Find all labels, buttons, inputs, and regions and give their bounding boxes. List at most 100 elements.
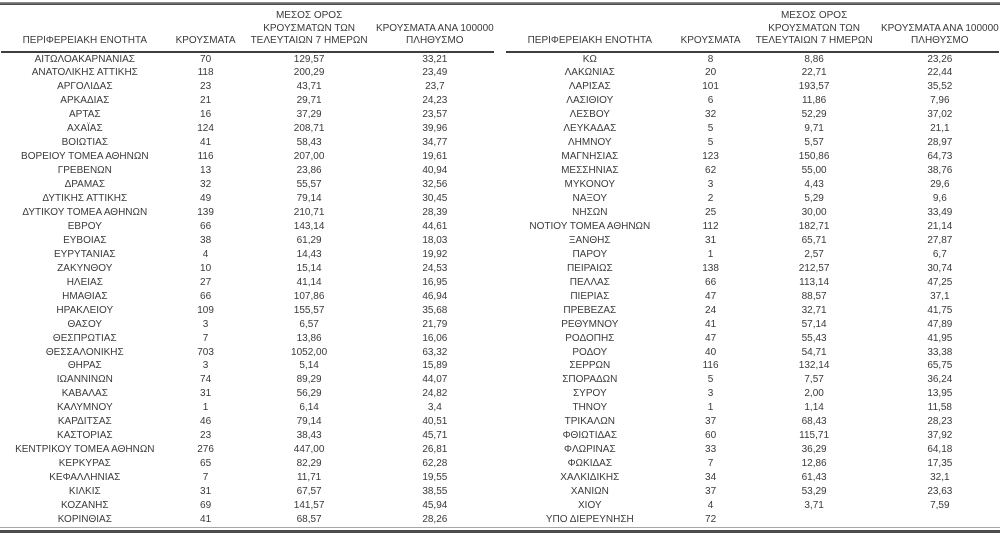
region-cell: ΛΗΜΝΟΥ <box>568 137 612 149</box>
cases-cell: 23 <box>200 81 212 93</box>
cases-cell: 25 <box>705 206 717 218</box>
table-row: ΝΗΣΩΝ 25 30,00 33,49 <box>506 206 999 220</box>
table-row: ΚΕΝΤΡΙΚΟΥ ΤΟΜΕΑ ΑΘΗΝΩΝ 276 447,00 26,81 <box>1 443 494 457</box>
per100k-cell: 44,61 <box>422 220 448 232</box>
tables-container: ΠΕΡΙΦΕΡΕΙΑΚΗ ΕΝΟΤΗΤΑ ΚΡΟΥΣΜΑΤΑ ΜΕΣΟΣ ΟΡΟ… <box>0 5 1000 527</box>
cases-cell: 16 <box>200 109 212 121</box>
region-cell: ΜΕΣΣΗΝΙΑΣ <box>561 165 619 177</box>
cases-cell: 3 <box>707 179 714 191</box>
cases-cell: 41 <box>200 513 212 525</box>
per100k-cell: 37,92 <box>927 430 953 442</box>
cases-column-header: ΚΡΟΥΣΜΑΤΑ <box>673 5 748 53</box>
cases-cell: 32 <box>705 109 717 121</box>
region-cell: ΛΑΡΙΣΑΣ <box>568 81 611 93</box>
per100k-cell: 29,6 <box>930 179 950 191</box>
region-cell: ΠΕΛΛΑΣ <box>569 276 610 288</box>
cases-column-header: ΚΡΟΥΣΜΑΤΑ <box>168 5 243 53</box>
region-cell: ΦΩΚΙΔΑΣ <box>567 458 613 470</box>
table-row: ΡΟΔΟΥ 40 54,71 33,38 <box>506 346 999 360</box>
region-cell: ΠΕΙΡΑΙΩΣ <box>566 262 613 274</box>
table-row: ΧΑΛΚΙΔΙΚΗΣ 34 61,43 32,1 <box>506 471 999 485</box>
per100k-cell: 38,76 <box>927 165 953 177</box>
region-cell: ΡΕΘΥΜΝΟΥ <box>561 318 619 330</box>
region-cell: ΠΑΡΟΥ <box>572 248 608 260</box>
cases-cell: 112 <box>702 220 719 232</box>
cases-cell: 7 <box>202 472 209 484</box>
per100k-cell: 45,71 <box>422 430 448 442</box>
cases-cell: 66 <box>200 220 212 232</box>
per100k-cell: 11,58 <box>927 402 952 414</box>
table-row: ΧΑΝΙΩΝ 37 53,29 23,63 <box>506 485 999 499</box>
region-cell: ΗΡΑΚΛΕΙΟΥ <box>56 304 114 316</box>
cases-cell: 40 <box>705 346 717 358</box>
table-row: ΑΡΚΑΔΙΑΣ 21 29,71 24,23 <box>1 94 494 108</box>
table-row: ΞΑΝΘΗΣ 31 65,71 27,87 <box>506 234 999 248</box>
cases-cell: 6 <box>707 95 714 107</box>
cases-cell: 65 <box>200 458 212 470</box>
per100k-cell: 33,21 <box>422 53 448 65</box>
region-cell: ΚΟΖΑΝΗΣ <box>61 500 109 511</box>
table-row: ΜΥΚΟΝΟΥ 3 4,43 29,6 <box>506 178 999 192</box>
cases-cell: 116 <box>702 360 719 372</box>
table-row: ΚΑΣΤΟΡΙΑΣ 23 38,43 45,71 <box>1 429 494 443</box>
avg7-cell: 115,71 <box>799 430 830 442</box>
cases-cell: 7 <box>202 332 209 344</box>
avg7-cell: 57,14 <box>801 318 827 330</box>
per100k-cell: 21,1 <box>930 123 950 135</box>
avg7-cell: 58,43 <box>296 137 322 149</box>
header-row: ΠΕΡΙΦΕΡΕΙΑΚΗ ΕΝΟΤΗΤΑ ΚΡΟΥΣΜΑΤΑ ΜΕΣΟΣ ΟΡΟ… <box>506 5 999 53</box>
per100k-cell: 33,49 <box>927 206 953 218</box>
region-cell: ΛΑΚΩΝΙΑΣ <box>564 67 615 79</box>
per100k-cell: 30,45 <box>422 193 448 205</box>
table-row: ΘΕΣΠΡΩΤΙΑΣ 7 13,86 16,06 <box>1 332 494 346</box>
table-row: ΠΡΕΒΕΖΑΣ 24 32,71 41,75 <box>506 304 999 318</box>
avg7-cell: 447,00 <box>293 444 325 456</box>
region-cell: ΠΙΕΡΙΑΣ <box>570 290 610 302</box>
table-row: ΘΕΣΣΑΛΟΝΙΚΗΣ 703 1052,00 63,32 <box>1 346 494 360</box>
region-cell: ΧΑΝΙΩΝ <box>570 486 609 498</box>
region-cell: ΘΕΣΠΡΩΤΙΑΣ <box>52 332 117 344</box>
cases-cell: 37 <box>705 416 717 428</box>
per100k-cell: 22,44 <box>927 67 953 79</box>
per100k-cell: 24,82 <box>422 388 448 400</box>
per100k-column-header: ΚΡΟΥΣΜΑΤΑ ΑΝΑ 100000 ΠΛΗΘΥΣΜΟ <box>375 5 494 53</box>
avg7-cell: 1,14 <box>804 402 824 414</box>
table-row: ΚΑΡΔΙΤΣΑΣ 46 79,14 40,51 <box>1 415 494 429</box>
cases-cell: 27 <box>200 276 212 288</box>
table-row: ΛΑΚΩΝΙΑΣ 20 22,71 22,44 <box>506 66 999 80</box>
per100k-cell: 32,1 <box>930 472 950 484</box>
avg7-cell: 68,43 <box>801 416 827 428</box>
per100k-cell: 28,39 <box>422 206 448 218</box>
per100k-cell: 41,75 <box>927 304 953 316</box>
region-cell: ΗΛΕΙΑΣ <box>66 276 103 288</box>
avg7-cell: 15,14 <box>296 262 322 274</box>
avg7-cell: 5,14 <box>299 360 319 372</box>
region-cell: ΘΕΣΣΑΛΟΝΙΚΗΣ <box>45 346 124 358</box>
per100k-cell: 35,68 <box>422 304 448 316</box>
avg7-cell: 207,00 <box>293 151 325 163</box>
avg7-cell: 67,57 <box>296 486 322 498</box>
avg7-cell: 55,00 <box>801 165 827 177</box>
cases-cell: 4 <box>202 248 209 260</box>
cases-cell: 47 <box>705 290 717 302</box>
table-row: ΕΥΡΥΤΑΝΙΑΣ 4 14,43 19,92 <box>1 248 494 262</box>
region-cell: ΤΡΙΚΑΛΩΝ <box>564 416 615 428</box>
cases-cell: 66 <box>705 276 717 288</box>
region-cell: ΓΡΕΒΕΝΩΝ <box>57 165 112 177</box>
table-row: ΗΛΕΙΑΣ 27 41,14 16,95 <box>1 276 494 290</box>
avg7-cell: 141,57 <box>293 500 325 511</box>
avg7-cell: 61,29 <box>296 234 322 246</box>
avg7-cell: 89,29 <box>296 374 322 386</box>
cases-cell: 5 <box>707 374 714 386</box>
cases-cell: 3 <box>202 360 209 372</box>
avg7-cell: 79,14 <box>296 416 322 428</box>
region-cell: ΚΑΛΥΜΝΟΥ <box>56 402 113 414</box>
cases-cell: 3 <box>202 318 209 330</box>
table-row: ΦΛΩΡΙΝΑΣ 33 36,29 64,18 <box>506 443 999 457</box>
region-cell: ΑΡΤΑΣ <box>69 109 101 121</box>
per100k-cell: 34,77 <box>422 137 448 149</box>
table-row: ΔΥΤΙΚΟΥ ΤΟΜΕΑ ΑΘΗΝΩΝ 139 210,71 28,39 <box>1 206 494 220</box>
avg7-cell: 38,43 <box>296 430 322 442</box>
cases-cell: 38 <box>200 234 212 246</box>
cases-cell: 24 <box>705 304 717 316</box>
